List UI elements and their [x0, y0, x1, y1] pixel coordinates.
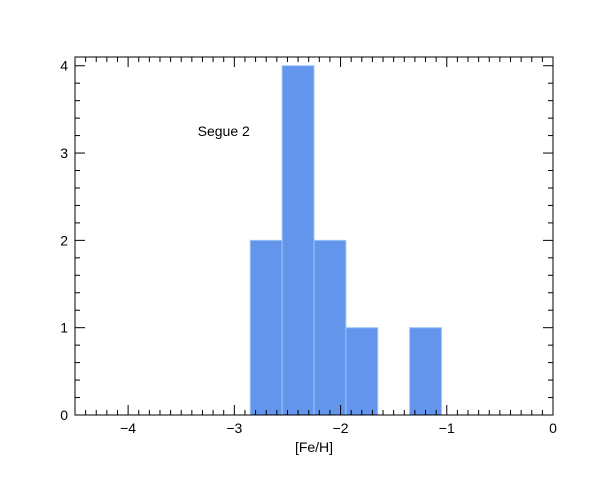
histogram-bar-5 [409, 327, 442, 416]
x-tick-label: −4 [120, 420, 136, 436]
x-tick-label: 0 [549, 420, 557, 436]
y-tick-label: 1 [60, 320, 68, 336]
histogram-bar-2 [281, 65, 315, 416]
y-tick-label: 3 [60, 145, 68, 161]
y-tick-label: 4 [60, 58, 68, 74]
x-tick-label: −1 [439, 420, 455, 436]
y-tick-label: 2 [60, 232, 68, 248]
histogram-bar-1 [249, 239, 283, 416]
x-tick-label: −2 [333, 420, 349, 436]
annotation-segue-2: Segue 2 [198, 123, 250, 139]
x-tick-labels: −4 −3 −2 −1 0 [120, 420, 557, 436]
histogram-bar-4 [345, 327, 379, 416]
y-tick-labels: 0 1 2 3 4 [60, 58, 68, 423]
x-tick-label: −3 [226, 420, 242, 436]
x-axis-label: [Fe/H] [295, 439, 333, 455]
histogram-bars [249, 65, 442, 416]
histogram-bar-3 [313, 239, 347, 416]
plot-frame [74, 56, 554, 416]
axis-ticks [74, 57, 554, 416]
y-tick-label: 0 [60, 407, 68, 423]
